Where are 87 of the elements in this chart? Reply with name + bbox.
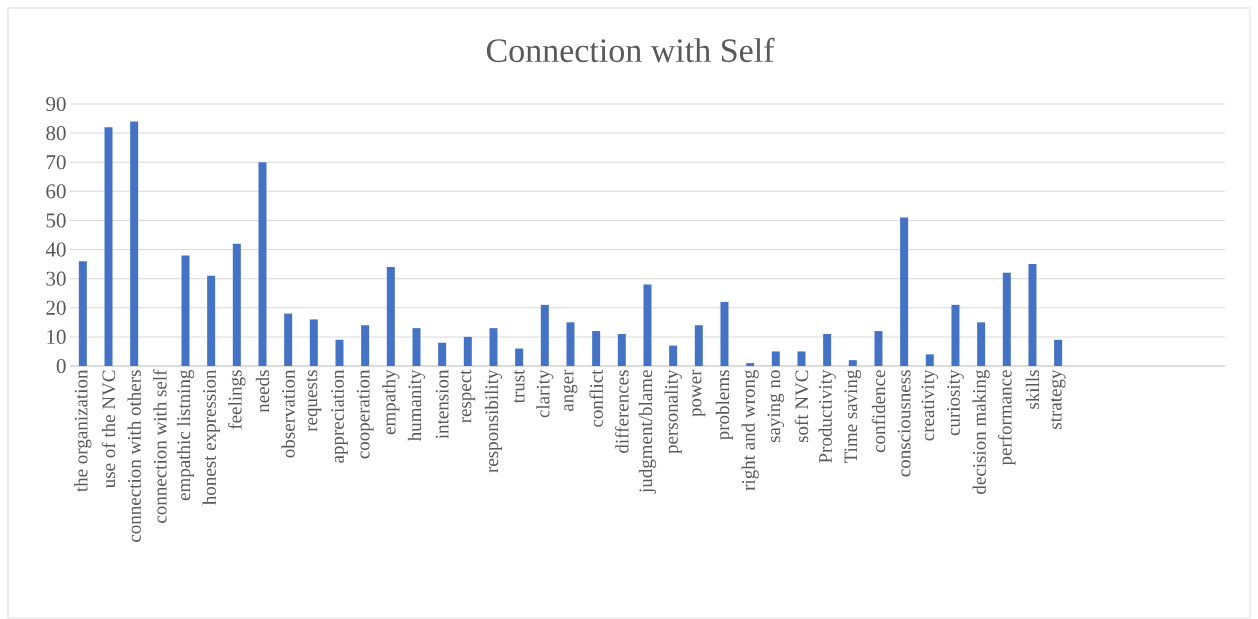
x-tick-label: connection with self [153, 369, 167, 524]
x-tick-label: appreciation [331, 370, 348, 464]
bar [848, 360, 857, 367]
x-tick-label: differences [615, 370, 629, 454]
bar [361, 325, 370, 367]
x-tick-label: personality [664, 369, 682, 454]
x-tick-label: trust [513, 369, 525, 404]
chart-title: Connection with Self [486, 38, 775, 63]
bar [438, 342, 447, 367]
x-tick-label: conflict [589, 369, 603, 428]
bar [643, 284, 652, 367]
x-tick-label: right and wrong [741, 370, 759, 491]
bar [694, 325, 703, 367]
y-tick-label: 60 [46, 184, 66, 199]
x-tick-label: needs [255, 370, 270, 413]
x-tick-label: problems [715, 370, 734, 441]
bar [1028, 264, 1037, 367]
bar [720, 302, 729, 367]
bar [771, 351, 780, 367]
bar [540, 305, 549, 367]
x-tick-label: judgment/blame [638, 370, 657, 494]
x-tick-label: feelings [228, 370, 246, 430]
x-tick-label: strategy [1050, 369, 1066, 430]
y-tick-label: 50 [46, 213, 66, 228]
x-tick-label: anger [563, 369, 578, 412]
bar [592, 331, 601, 367]
x-tick-label: Productivity [818, 369, 836, 464]
x-tick-label: performance [998, 370, 1016, 466]
y-tick-label: 40 [45, 242, 66, 257]
bar [386, 267, 395, 367]
bar [515, 348, 524, 367]
y-tick-label: 70 [46, 155, 66, 170]
bar [181, 255, 190, 367]
bar [925, 354, 934, 367]
bar [335, 340, 344, 367]
y-tick-label: 90 [46, 97, 66, 112]
bar [566, 322, 575, 367]
x-tick-label: the organization [74, 370, 92, 493]
x-tick-label: empathic listning [176, 370, 195, 501]
bar [412, 328, 421, 367]
bar [130, 121, 139, 367]
bar [258, 162, 267, 367]
x-tick-label: skills [1025, 370, 1040, 410]
bar [489, 328, 498, 367]
x-tick-label: creativity [921, 369, 939, 441]
bar [746, 363, 755, 367]
x-tick-label: saying no [767, 370, 785, 443]
y-tick-label: 20 [46, 300, 66, 316]
bar [1002, 273, 1011, 367]
bar [797, 351, 806, 367]
bar [309, 319, 318, 367]
x-tick-label: intension [435, 370, 449, 440]
x-tick-label: responsibility [484, 369, 503, 473]
x-tick-label: consciousness [897, 370, 911, 477]
x-tick-label: confidence [871, 370, 886, 453]
x-tick-label: honest expression [202, 370, 220, 506]
bar [78, 261, 87, 367]
bar [951, 305, 960, 367]
bar [207, 276, 216, 367]
bar [900, 217, 909, 367]
x-tick-label: connection with others [127, 370, 141, 543]
x-tick-label: soft NVC [794, 370, 809, 443]
x-tick-label: curiosity [947, 369, 964, 436]
x-tick-label: decision making [972, 370, 990, 495]
x-tick-label: cooperation [356, 370, 374, 459]
bar [1054, 340, 1063, 367]
bar [977, 322, 986, 367]
bar [232, 243, 241, 367]
x-tick-label: Time saving [844, 370, 862, 464]
x-tick-label: respect [460, 369, 476, 424]
y-tick-label: 30 [46, 271, 66, 286]
bar [669, 345, 678, 367]
bar [823, 334, 832, 367]
x-tick-label: use of the NVC [101, 370, 116, 489]
x-tick-label: power [692, 369, 706, 417]
y-tick-label: 80 [46, 126, 66, 141]
bar [284, 313, 293, 367]
bar [874, 331, 883, 367]
bar [463, 337, 472, 367]
y-tick-label: 0 [56, 359, 66, 374]
bar [617, 334, 626, 367]
x-tick-label: requests [306, 370, 322, 432]
x-tick-label: observation [281, 370, 295, 458]
x-tick-label: empathy [382, 369, 400, 435]
x-tick-label: humanity [407, 369, 426, 442]
y-tick-label: 10 [47, 330, 66, 345]
x-tick-label: clarity [536, 369, 554, 418]
